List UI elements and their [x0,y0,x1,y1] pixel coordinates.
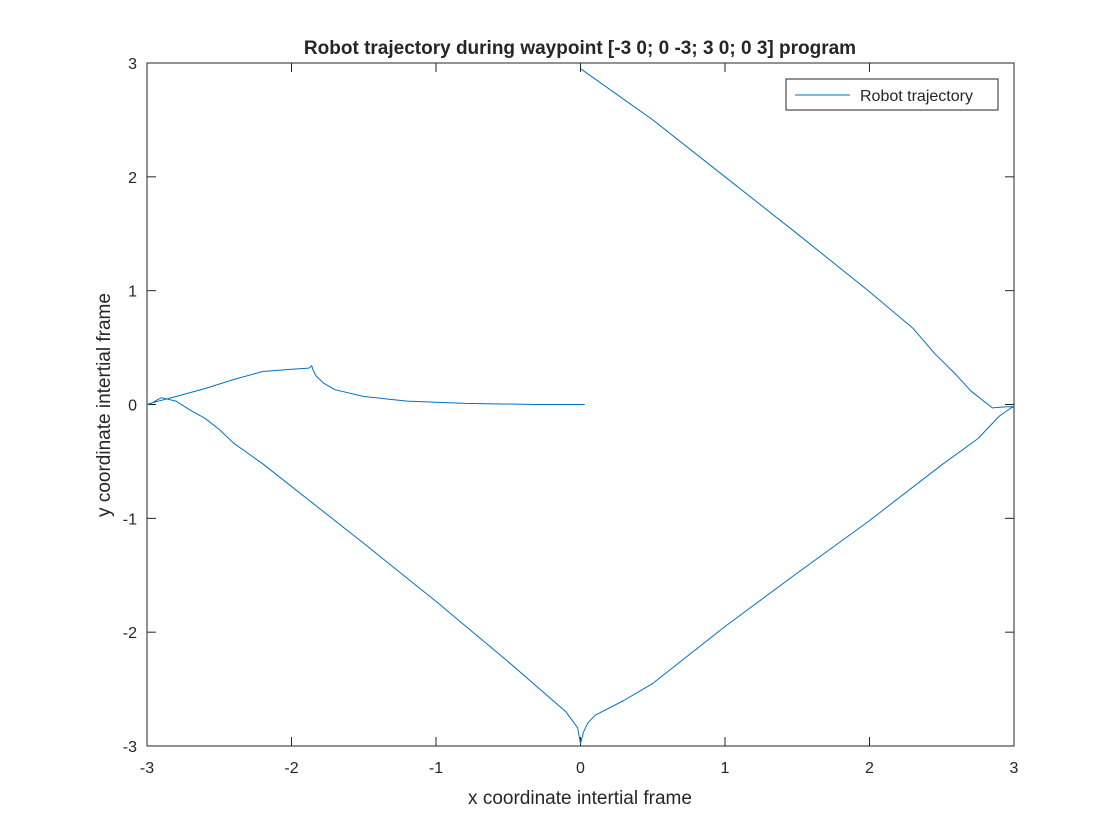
chart-title: Robot trajectory during waypoint [-3 0; … [304,38,856,59]
series-group [146,68,1015,745]
y-axis-label: y coordinate intertial frame [94,293,115,517]
x-axis-label: x coordinate intertial frame [468,788,692,809]
y-tick-label: -3 [123,739,137,756]
y-tick-label: 0 [128,398,137,415]
y-tick-label: 1 [128,284,137,301]
x-tick-label: 3 [1010,760,1019,777]
x-tick-label: -2 [284,760,298,777]
legend-label: Robot trajectory [860,88,973,105]
legend: Robot trajectory [785,78,999,111]
y-tick-label: -2 [123,625,137,642]
x-tick-label: 0 [576,760,585,777]
series-line [146,68,1015,745]
y-tick-label: 3 [128,56,137,73]
x-tick-label: 2 [865,760,874,777]
x-tick-label: -1 [429,760,443,777]
x-tick-label: -3 [140,760,154,777]
y-tick-label: -1 [123,511,137,528]
axis-tick-labels: -3 -2 -1 0 1 2 3 -3 -2 -1 0 1 2 3 [123,56,1019,777]
x-tick-label: 1 [721,760,730,777]
y-tick-label: 2 [128,170,137,187]
